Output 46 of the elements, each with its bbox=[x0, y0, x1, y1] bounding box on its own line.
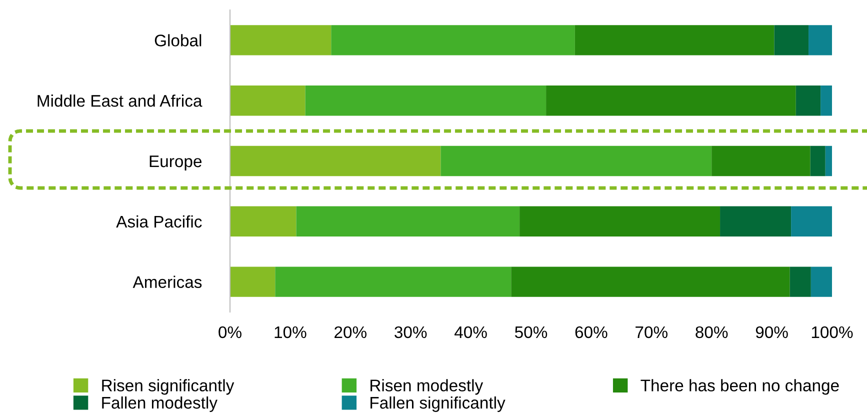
x-tick-label: 100% bbox=[812, 326, 853, 338]
legend-label: Fallen significantly bbox=[370, 396, 506, 412]
bar bbox=[546, 86, 796, 116]
bar bbox=[296, 206, 520, 236]
bar bbox=[511, 266, 790, 297]
bar bbox=[331, 25, 575, 56]
bar bbox=[791, 206, 832, 236]
y-tick-label: Global bbox=[154, 34, 202, 46]
bar bbox=[796, 86, 821, 116]
bar bbox=[574, 25, 774, 56]
legend-label: There has been no change bbox=[640, 379, 839, 395]
bar bbox=[808, 25, 832, 56]
x-tick-label: 40% bbox=[454, 326, 487, 338]
y-tick-label: Americas bbox=[132, 276, 202, 288]
bar bbox=[720, 206, 792, 236]
bar bbox=[230, 86, 306, 116]
bar bbox=[440, 146, 712, 176]
x-tick-label: 60% bbox=[575, 326, 608, 338]
bar bbox=[230, 25, 332, 56]
legend-label: Risen modestly bbox=[370, 379, 484, 395]
bar bbox=[230, 146, 441, 176]
legend-label: Risen significantly bbox=[102, 379, 234, 395]
bar bbox=[230, 266, 276, 297]
bar bbox=[230, 206, 296, 236]
bar bbox=[825, 146, 832, 176]
x-tick-label: 80% bbox=[696, 326, 728, 338]
bar bbox=[712, 146, 810, 176]
x-tick-label: 30% bbox=[394, 326, 427, 338]
x-tick-label: 0% bbox=[218, 326, 242, 338]
x-tick-label: 10% bbox=[274, 326, 306, 338]
legend-label: Fallen modestly bbox=[102, 396, 218, 412]
y-tick-label: Europe bbox=[150, 156, 202, 170]
x-tick-label: 70% bbox=[636, 326, 668, 338]
bar bbox=[820, 86, 832, 116]
x-tick-label: 90% bbox=[756, 326, 788, 338]
bar bbox=[810, 266, 832, 297]
bar bbox=[790, 266, 811, 297]
bar bbox=[774, 25, 809, 56]
x-tick-label: 20% bbox=[334, 326, 366, 338]
bar bbox=[305, 86, 546, 116]
bar bbox=[275, 266, 512, 297]
y-tick-label: Asia Pacific bbox=[116, 215, 202, 228]
y-tick-label: Middle East and Africa bbox=[38, 94, 202, 107]
bar bbox=[810, 146, 826, 176]
bar bbox=[520, 206, 720, 236]
x-tick-label: 50% bbox=[514, 326, 548, 338]
